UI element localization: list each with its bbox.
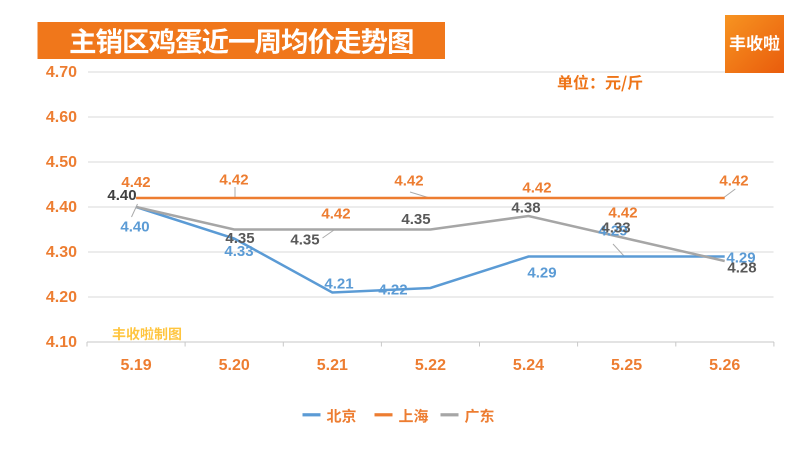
svg-text:4.42: 4.42 <box>219 172 248 189</box>
svg-text:4.33: 4.33 <box>601 220 630 237</box>
svg-text:4.60: 4.60 <box>46 109 77 126</box>
svg-text:5.24: 5.24 <box>513 357 544 374</box>
svg-text:4.35: 4.35 <box>290 232 319 249</box>
svg-text:4.29: 4.29 <box>598 223 627 240</box>
svg-text:4.10: 4.10 <box>46 334 77 351</box>
svg-text:4.22: 4.22 <box>378 282 407 299</box>
svg-text:4.40: 4.40 <box>107 187 136 204</box>
svg-text:4.50: 4.50 <box>46 154 77 171</box>
svg-text:4.40: 4.40 <box>120 219 149 236</box>
svg-text:5.25: 5.25 <box>611 357 642 374</box>
svg-text:4.35: 4.35 <box>225 230 254 247</box>
svg-text:5.20: 5.20 <box>219 357 250 374</box>
svg-text:4.42: 4.42 <box>394 173 423 190</box>
svg-text:4.20: 4.20 <box>46 289 77 306</box>
svg-text:4.42: 4.42 <box>522 180 551 197</box>
svg-text:5.26: 5.26 <box>709 357 740 374</box>
svg-text:4.42: 4.42 <box>121 174 150 191</box>
svg-text:4.42: 4.42 <box>719 173 748 190</box>
svg-text:4.30: 4.30 <box>46 244 77 261</box>
svg-text:4.42: 4.42 <box>608 205 637 222</box>
svg-text:4.21: 4.21 <box>324 276 353 293</box>
svg-text:5.21: 5.21 <box>317 357 348 374</box>
svg-text:4.40: 4.40 <box>46 199 77 216</box>
svg-text:4.29: 4.29 <box>527 265 556 282</box>
svg-text:4.29: 4.29 <box>726 250 755 267</box>
svg-text:4.28: 4.28 <box>727 260 756 277</box>
svg-text:4.35: 4.35 <box>401 211 430 228</box>
svg-text:4.38: 4.38 <box>511 200 540 217</box>
svg-text:4.70: 4.70 <box>46 64 77 81</box>
svg-text:5.19: 5.19 <box>121 357 152 374</box>
svg-text:5.22: 5.22 <box>415 357 446 374</box>
svg-text:4.42: 4.42 <box>321 206 350 223</box>
svg-text:4.33: 4.33 <box>224 243 253 260</box>
